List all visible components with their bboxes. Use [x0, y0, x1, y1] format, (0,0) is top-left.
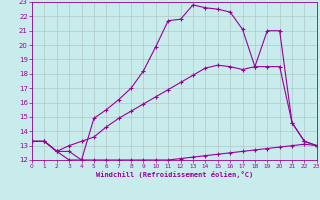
X-axis label: Windchill (Refroidissement éolien,°C): Windchill (Refroidissement éolien,°C) — [96, 171, 253, 178]
